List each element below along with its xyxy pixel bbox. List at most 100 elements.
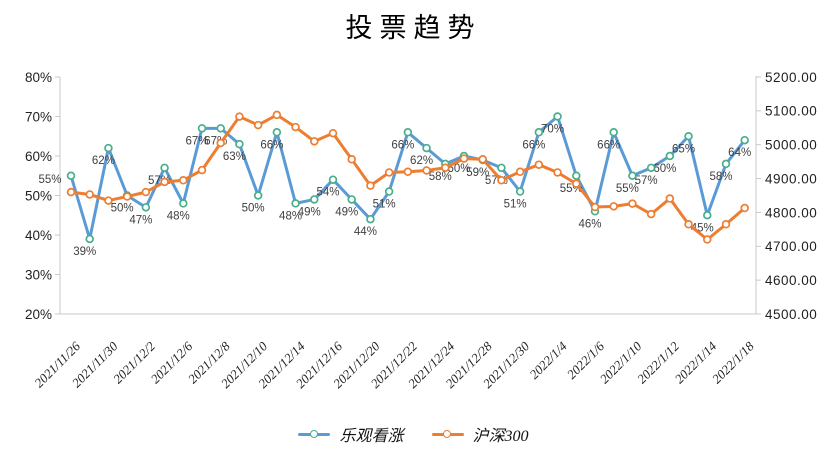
csi300-series-marker <box>646 209 656 219</box>
csi300-series-marker <box>328 128 338 138</box>
csi300-series-marker <box>66 187 76 197</box>
legend-item-optimistic: 乐观看涨 <box>298 422 404 446</box>
data-point-label: 58% <box>709 171 732 183</box>
optimistic-series-marker <box>703 211 712 220</box>
data-point-label: 66% <box>597 139 620 151</box>
optimistic-series-marker <box>160 163 169 173</box>
data-point-label: 65% <box>672 143 695 155</box>
data-point-label: 47% <box>129 214 152 226</box>
csi300-series-marker <box>590 202 600 212</box>
optimistic-series-marker <box>347 195 356 204</box>
data-point-label: 55% <box>616 183 639 195</box>
csi300-series-marker <box>534 160 544 169</box>
csi300-series-marker <box>703 235 712 244</box>
data-point-label: 44% <box>354 226 377 238</box>
data-point-label: 62% <box>92 155 115 167</box>
left-axis-tick-label: 70% <box>25 109 52 124</box>
legend-label-csi300: 沪深300 <box>472 428 529 445</box>
optimistic-series-marker <box>291 199 300 208</box>
legend-item-csi300: 沪深300 <box>431 422 529 446</box>
left-axis-tick-label: 30% <box>25 267 52 282</box>
right-axis-tick-label: 4800.00 <box>765 205 817 220</box>
data-point-label: 55% <box>38 174 61 186</box>
data-point-label: 63% <box>223 151 246 163</box>
optimistic-series-marker <box>235 139 244 149</box>
data-point-label: 59% <box>466 167 489 179</box>
optimistic-series-marker <box>684 132 693 141</box>
csi300-series-marker <box>684 220 693 229</box>
optimistic-series-marker <box>721 159 731 169</box>
optimistic-series-marker <box>216 124 225 133</box>
data-point-label: 48% <box>167 210 190 222</box>
csi300-series-marker <box>422 166 431 175</box>
csi300-series-marker <box>572 179 581 188</box>
data-point-label: 67% <box>185 135 208 147</box>
data-point-label: 66% <box>391 139 414 151</box>
csi300-series-marker <box>122 192 132 201</box>
csi300-series-marker <box>216 138 225 148</box>
optimistic-series-marker <box>197 124 207 133</box>
csi300-series-marker <box>235 112 244 121</box>
csi300-series-marker <box>441 163 450 172</box>
optimistic-series-marker <box>328 175 338 184</box>
optimistic-series-marker <box>515 187 525 196</box>
optimistic-series-marker <box>141 203 151 212</box>
optimistic-series-marker <box>179 199 188 208</box>
csi300-series-marker <box>85 190 94 199</box>
data-point-label: 46% <box>578 218 601 230</box>
data-point-label: 49% <box>298 206 321 218</box>
optimistic-series-marker <box>104 143 113 153</box>
right-axis-tick-label: 5000.00 <box>765 138 817 153</box>
optimistic-series-marker <box>646 163 656 173</box>
optimistic-series-marker <box>384 187 394 196</box>
csi300-series-marker <box>179 176 188 185</box>
optimistic-series-marker <box>534 128 544 137</box>
data-point-label: 70% <box>541 124 564 136</box>
csi300-series-marker <box>553 168 562 177</box>
right-axis-tick-label: 4700.00 <box>765 239 817 254</box>
optimistic-series-marker <box>628 171 637 181</box>
csi300-series-marker <box>459 154 469 163</box>
csi300-series-marker <box>721 220 731 229</box>
optimistic-series-marker <box>253 191 263 200</box>
csi300-series-marker <box>609 202 618 211</box>
optimistic-series-marker <box>366 214 375 224</box>
csi300-series-marker <box>628 199 637 208</box>
optimistic-series-marker <box>572 171 581 181</box>
left-axis-tick-label: 20% <box>25 307 52 322</box>
optimistic-series-marker <box>310 195 319 204</box>
left-axis-tick-label: 60% <box>25 149 52 164</box>
csi300-series-marker <box>384 168 394 177</box>
data-point-label: 51% <box>504 199 527 211</box>
x-axis-tick-label: 2022/1/4 <box>526 338 570 382</box>
csi300-series-marker <box>515 167 525 177</box>
right-axis-tick-label: 5100.00 <box>765 104 817 119</box>
data-point-label: 39% <box>73 246 96 258</box>
data-point-label: 51% <box>373 199 396 211</box>
orange-line-marker-icon <box>431 429 464 438</box>
csi300-series-marker <box>104 196 113 205</box>
csi300-series-marker <box>197 165 207 175</box>
csi300-series-marker <box>253 120 263 130</box>
data-point-label: 64% <box>728 147 751 159</box>
data-point-label: 60% <box>653 163 676 175</box>
csi300-series-marker <box>160 177 169 187</box>
csi300-series-marker <box>141 187 151 197</box>
csi300-series-marker <box>291 122 300 132</box>
right-axis-tick-label: 4900.00 <box>765 171 817 186</box>
left-axis-tick-label: 50% <box>25 188 52 203</box>
csi300-series-marker <box>665 194 675 203</box>
x-axis-tick-label: 2022/1/18 <box>709 338 757 386</box>
right-axis-tick-label: 5200.00 <box>765 70 817 85</box>
csi300-series-marker <box>347 155 356 164</box>
data-point-label: 57% <box>635 175 658 187</box>
optimistic-series-marker <box>740 135 749 145</box>
optimistic-series-marker <box>609 128 618 137</box>
legend-label-optimistic: 乐观看涨 <box>339 428 404 445</box>
data-point-label: 66% <box>260 139 283 151</box>
blue-line-marker-icon <box>298 429 331 438</box>
data-point-label: 66% <box>522 139 545 151</box>
optimistic-series-marker <box>85 234 94 244</box>
right-axis-tick-label: 4600.00 <box>765 273 817 288</box>
